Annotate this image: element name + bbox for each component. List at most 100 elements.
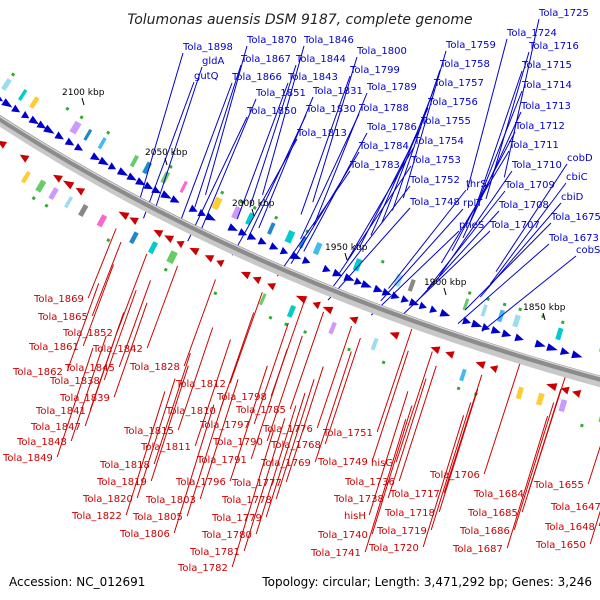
reverse-gene-arrow	[267, 283, 276, 291]
forward-gene-label: Tola_1753	[410, 155, 461, 166]
forward-label-leader	[451, 131, 516, 252]
reverse-gene-label: Tola_1842	[92, 344, 143, 355]
rna-feature-mark	[380, 259, 385, 264]
forward-gene-label: Tola_1725	[538, 8, 589, 19]
scale-tick-label: 1900 kbp	[424, 278, 467, 288]
forward-gene-label: Tola_1870	[246, 35, 297, 46]
forward-gene-arrow	[36, 120, 47, 129]
forward-gene-arrow	[21, 110, 30, 119]
reverse-label-leader	[177, 327, 214, 431]
rna-feature-mark	[347, 347, 351, 352]
forward-label-leader	[327, 207, 411, 301]
cog-category-bar-outer	[29, 96, 40, 109]
forward-label-leader	[464, 222, 552, 311]
reverse-gene-label: Tola_1839	[59, 393, 110, 404]
cog-category-bar-outer	[142, 161, 152, 175]
forward-label-leader	[333, 185, 411, 287]
forward-gene-arrow	[360, 280, 372, 288]
forward-gene-arrow	[418, 301, 427, 310]
forward-gene-arrow	[332, 268, 343, 277]
forward-label-leader	[489, 182, 567, 285]
reverse-gene-arrow	[546, 383, 558, 391]
reverse-gene-label: Tola_1778	[221, 495, 272, 506]
reverse-gene-label: Tola_1777	[231, 478, 282, 489]
cog-category-bar-inner	[20, 170, 31, 184]
reverse-label-leader	[314, 351, 352, 463]
forward-gene-label: cobD	[567, 153, 593, 164]
reverse-label-leader	[229, 292, 263, 384]
rna-feature-mark	[65, 106, 70, 111]
reverse-gene-label: Tola_1684	[473, 489, 524, 500]
rna-feature-mark	[560, 320, 565, 325]
cog-category-bar-outer	[245, 212, 255, 226]
reverse-gene-label: Tola_1717	[389, 489, 440, 500]
reverse-label-leader	[118, 280, 151, 368]
cog-category-bar-outer	[129, 154, 140, 168]
forward-gene-label: Tola_1758	[439, 59, 490, 70]
reverse-gene-label: Tola_1806	[119, 529, 170, 540]
reverse-gene-label: Tola_1797	[199, 420, 250, 431]
forward-label-leader	[180, 82, 233, 220]
forward-gene-label: Tola_1675	[550, 212, 600, 223]
reverse-label-leader	[136, 378, 176, 499]
reverse-label-leader	[289, 311, 325, 410]
reverse-label-leader	[82, 264, 114, 347]
reverse-gene-arrow	[560, 386, 570, 395]
scale-tick-mark	[542, 312, 546, 321]
forward-gene-arrow	[188, 204, 198, 212]
forward-gene-arrow	[534, 339, 546, 348]
forward-gene-arrow	[246, 232, 257, 240]
reverse-gene-arrow	[216, 260, 225, 268]
reverse-label-leader	[589, 510, 600, 545]
reverse-label-leader	[113, 302, 148, 398]
scale-tick-mark	[443, 287, 447, 296]
reverse-gene-label: Tola_1790	[212, 437, 263, 448]
cog-category-bar-inner	[129, 231, 139, 245]
cog-category-bar-outer	[18, 89, 28, 101]
genome-summary-text: Topology: circular; Length: 3,471,292 bp…	[261, 575, 592, 589]
reverse-gene-arrow	[129, 217, 139, 225]
reverse-gene-label: Tola_1810	[165, 406, 216, 417]
forward-gene-label: Tola_1786	[366, 122, 417, 133]
reverse-gene-arrow	[312, 301, 321, 310]
reverse-gene-label: Tola_1822	[71, 511, 122, 522]
rna-feature-mark	[44, 203, 49, 208]
forward-gene-label: Tola_1713	[520, 101, 571, 112]
reverse-label-leader	[324, 337, 361, 445]
reverse-gene-label: Tola_1838	[49, 376, 100, 387]
forward-gene-arrow	[353, 277, 362, 285]
reverse-label-leader	[285, 366, 324, 483]
forward-label-leader	[200, 98, 257, 230]
reverse-gene-label: Tola_1841	[35, 406, 86, 417]
forward-label-leader	[473, 70, 523, 212]
forward-gene-label: Tola_1752	[409, 175, 460, 186]
forward-gene-label: Tola_1844	[295, 54, 346, 65]
reverse-gene-label: Tola_1805	[132, 512, 183, 523]
forward-gene-label: rplT	[463, 198, 483, 209]
reverse-gene-label: Tola_1849	[2, 453, 53, 464]
reverse-gene-label: Tola_1720	[368, 543, 419, 554]
forward-gene-arrow	[74, 143, 83, 151]
reverse-gene-label: Tola_1706	[429, 470, 480, 481]
reverse-label-leader	[153, 352, 191, 465]
scale-tick-label: 2100 kbp	[62, 88, 105, 98]
reverse-gene-label: Tola_1719	[376, 526, 427, 537]
reverse-label-leader	[371, 405, 413, 535]
forward-gene-label: Tola_1788	[358, 103, 409, 114]
forward-gene-arrow	[481, 323, 490, 331]
forward-gene-arrow	[546, 343, 558, 351]
reverse-label-leader	[430, 402, 472, 531]
reverse-gene-label: Tola_1847	[30, 422, 81, 433]
forward-gene-label: Tola_1830	[305, 104, 356, 115]
reverse-gene-label: Tola_1768	[270, 440, 321, 451]
forward-gene-arrow	[429, 305, 438, 313]
reverse-label-leader	[229, 365, 268, 482]
rna-feature-mark	[106, 238, 111, 243]
cog-category-bar-inner	[147, 241, 159, 255]
forward-label-leader	[246, 114, 307, 241]
forward-label-leader	[466, 38, 508, 191]
reverse-gene-arrow	[204, 255, 215, 263]
reverse-gene-label: Tola_1779	[211, 513, 262, 524]
forward-label-leader	[388, 189, 467, 289]
